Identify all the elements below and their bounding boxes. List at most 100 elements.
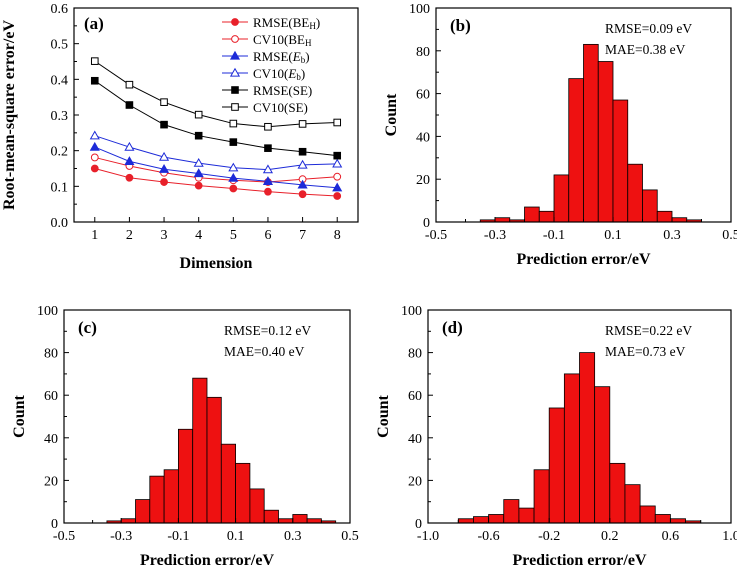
x-tick-label: -0.1 bbox=[543, 228, 565, 243]
y-tick-label: 0.0 bbox=[51, 216, 69, 231]
series-line bbox=[94, 60, 338, 128]
y-tick-label: 0.1 bbox=[51, 180, 69, 195]
data-point bbox=[262, 176, 274, 185]
series-CV10(Eb) bbox=[89, 130, 343, 174]
series-RMSE(Eb) bbox=[89, 141, 343, 192]
series-line bbox=[94, 146, 338, 189]
legend-label: CV10(Eb) bbox=[253, 66, 305, 82]
plot-frame bbox=[73, 7, 359, 223]
histogram-bar bbox=[538, 210, 555, 223]
data-point bbox=[125, 80, 134, 89]
data-point bbox=[228, 162, 239, 172]
histogram-bar bbox=[120, 518, 136, 524]
data-point bbox=[333, 118, 342, 127]
histogram-bar bbox=[671, 217, 688, 223]
x-tick-label: 0.2 bbox=[601, 529, 619, 544]
histogram-bar bbox=[553, 174, 570, 223]
y-tick-label: 0.3 bbox=[51, 109, 69, 124]
y-tick-label: 0.6 bbox=[51, 2, 69, 17]
data-point bbox=[160, 178, 168, 186]
histogram-bar bbox=[292, 514, 308, 524]
x-tick-label: 4 bbox=[195, 228, 202, 243]
data-point bbox=[90, 153, 99, 162]
y-axis-title: Count bbox=[383, 93, 400, 136]
y-tick-label: 0 bbox=[415, 517, 422, 532]
y-tick-label: 40 bbox=[44, 432, 58, 447]
x-tick-label: 0.3 bbox=[284, 529, 302, 544]
x-tick-label: 5 bbox=[230, 228, 237, 243]
histogram-bar bbox=[624, 484, 641, 524]
histogram-bar bbox=[235, 462, 251, 524]
histogram-bar bbox=[206, 396, 222, 524]
data-point bbox=[90, 57, 99, 65]
rmse-annotation: RMSE=0.12 eV bbox=[224, 323, 311, 338]
x-tick-label: 2 bbox=[126, 228, 133, 243]
histogram-bar bbox=[612, 99, 629, 223]
x-tick-label: -0.3 bbox=[484, 228, 506, 243]
x-tick-label: 7 bbox=[299, 228, 306, 243]
y-tick-label: 0 bbox=[423, 216, 430, 231]
histogram-bar bbox=[656, 210, 673, 223]
histogram-bar bbox=[177, 428, 194, 524]
panel-label: (b) bbox=[450, 16, 471, 35]
x-axis-title: Prediction error/eV bbox=[516, 251, 650, 268]
panel-a: 1 2 3 4 5 6 7 80.00.10.20.30.40.50.6RMSE(BEH)CV… bbox=[1, 2, 359, 272]
legend-marker bbox=[229, 67, 241, 77]
histogram-bar bbox=[568, 78, 584, 223]
data-point bbox=[89, 141, 100, 151]
data-point bbox=[262, 164, 274, 174]
data-point bbox=[125, 173, 134, 182]
x-axis-title: Dimension bbox=[180, 255, 253, 272]
histogram-bars bbox=[457, 352, 702, 524]
panel-c: -0.5 -0.3 -0.1 0.1 0.3 0.5 0 20 40 60 80 100 (c) RMSE… bbox=[11, 304, 359, 569]
y-axis-title: Root-mean-square error/eV bbox=[1, 20, 18, 210]
series-line bbox=[94, 135, 338, 171]
data-point bbox=[194, 110, 203, 119]
histogram-bar bbox=[457, 518, 474, 524]
data-point bbox=[158, 151, 170, 161]
x-tick-label: -0.1 bbox=[167, 529, 189, 544]
histogram-bar bbox=[249, 488, 265, 524]
histogram-bar bbox=[149, 475, 165, 524]
histogram-bars bbox=[479, 43, 702, 223]
mae-annotation: MAE=0.38 eV bbox=[605, 42, 686, 57]
x-tick-label: 8 bbox=[334, 228, 341, 243]
histogram-bar bbox=[579, 352, 596, 524]
data-point bbox=[160, 120, 168, 129]
x-tick-label: -1.0 bbox=[417, 529, 439, 544]
legend-marker bbox=[231, 35, 239, 43]
data-point bbox=[297, 159, 308, 169]
legend-marker bbox=[231, 18, 239, 26]
histogram-bar bbox=[524, 206, 540, 223]
x-tick-label: -0.2 bbox=[538, 529, 560, 544]
x-tick-label: 1 bbox=[91, 228, 98, 243]
panel-label: (d) bbox=[442, 318, 463, 337]
histogram-bar bbox=[594, 386, 611, 524]
histogram-bar bbox=[533, 469, 550, 524]
y-tick-label: 80 bbox=[408, 347, 422, 362]
histogram-bar bbox=[597, 61, 614, 223]
x-tick-label: 0.1 bbox=[227, 529, 245, 544]
y-tick-label: 0.2 bbox=[51, 145, 69, 160]
histogram-bar bbox=[583, 43, 599, 223]
x-tick-label: -0.5 bbox=[425, 228, 447, 243]
x-tick-label: 0.1 bbox=[604, 228, 622, 243]
histogram-bar bbox=[263, 509, 279, 524]
series-RMSE(SE) bbox=[90, 76, 342, 160]
legend-label: RMSE(Eb) bbox=[253, 49, 310, 65]
data-point bbox=[193, 157, 204, 167]
y-tick-label: 100 bbox=[409, 2, 430, 17]
x-tick-label: -0.3 bbox=[110, 529, 132, 544]
y-tick-label: 40 bbox=[408, 432, 422, 447]
data-point bbox=[228, 172, 239, 182]
rmse-annotation: RMSE=0.22 eV bbox=[605, 323, 692, 338]
series-RMSE(BEH) bbox=[90, 164, 342, 200]
series-line bbox=[94, 80, 338, 157]
histogram-bars bbox=[106, 377, 337, 524]
data-point bbox=[158, 164, 170, 173]
data-point bbox=[264, 187, 272, 196]
histogram-bar bbox=[278, 518, 294, 524]
panel-label: (a) bbox=[84, 14, 104, 33]
data-point bbox=[297, 179, 308, 189]
